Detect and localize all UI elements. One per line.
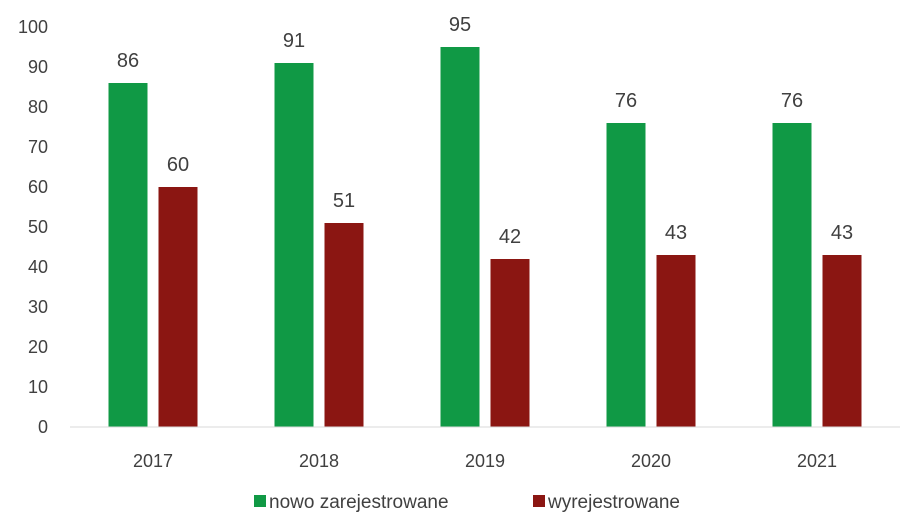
y-tick-label: 0 — [38, 417, 48, 437]
y-tick-label: 80 — [28, 97, 48, 117]
x-tick-label: 2021 — [797, 451, 837, 471]
y-tick-label: 60 — [28, 177, 48, 197]
data-label: 51 — [333, 190, 355, 212]
data-label: 76 — [781, 90, 803, 112]
bar — [158, 187, 198, 427]
legend-swatch — [254, 495, 266, 507]
y-tick-label: 40 — [28, 257, 48, 277]
data-label: 76 — [615, 90, 637, 112]
x-tick-label: 2020 — [631, 451, 671, 471]
legend-label: wyrejestrowane — [547, 492, 680, 513]
y-tick-label: 70 — [28, 137, 48, 157]
bar — [440, 47, 480, 427]
bar — [324, 223, 364, 427]
data-label: 91 — [283, 30, 305, 52]
bar — [108, 83, 148, 427]
x-axis: 2017 2018 2019 2020 2021 — [70, 426, 900, 471]
bar — [656, 255, 696, 427]
y-tick-label: 10 — [28, 377, 48, 397]
bar — [772, 123, 812, 427]
data-label: 43 — [665, 222, 687, 244]
data-label: 60 — [167, 154, 189, 176]
y-tick-label: 100 — [18, 17, 48, 37]
y-tick-label: 20 — [28, 337, 48, 357]
bar — [822, 255, 862, 427]
data-label: 86 — [117, 50, 139, 72]
data-label: 95 — [449, 14, 471, 36]
y-tick-label: 30 — [28, 297, 48, 317]
bar — [606, 123, 646, 427]
data-label: 43 — [831, 222, 853, 244]
x-tick-label: 2019 — [465, 451, 505, 471]
y-tick-label: 90 — [28, 57, 48, 77]
y-tick-label: 50 — [28, 217, 48, 237]
legend-label: nowo zarejestrowane — [269, 492, 449, 513]
bar — [274, 63, 314, 427]
bars: 86 60 91 51 95 42 76 43 76 43 — [108, 14, 862, 427]
data-label: 42 — [499, 226, 521, 248]
x-tick-label: 2018 — [299, 451, 339, 471]
y-axis: 0 10 20 30 40 50 60 70 80 90 100 — [18, 17, 48, 437]
x-tick-label: 2017 — [133, 451, 173, 471]
legend: nowo zarejestrowane wyrejestrowane — [254, 492, 680, 513]
bar — [490, 259, 530, 427]
legend-swatch — [533, 495, 545, 507]
